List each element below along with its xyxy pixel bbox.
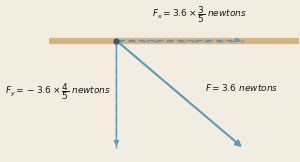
Text: $\mathit{F} = 3.6$ newtons: $\mathit{F} = 3.6$ newtons <box>205 81 279 93</box>
Text: $\mathit{F}_y = -3.6 \times \dfrac{4}{5}$ newtons: $\mathit{F}_y = -3.6 \times \dfrac{4}{5}… <box>5 81 111 102</box>
Text: $\mathit{F}_x = 3.6 \times \dfrac{3}{5}$ newtons: $\mathit{F}_x = 3.6 \times \dfrac{3}{5}$… <box>152 4 247 25</box>
